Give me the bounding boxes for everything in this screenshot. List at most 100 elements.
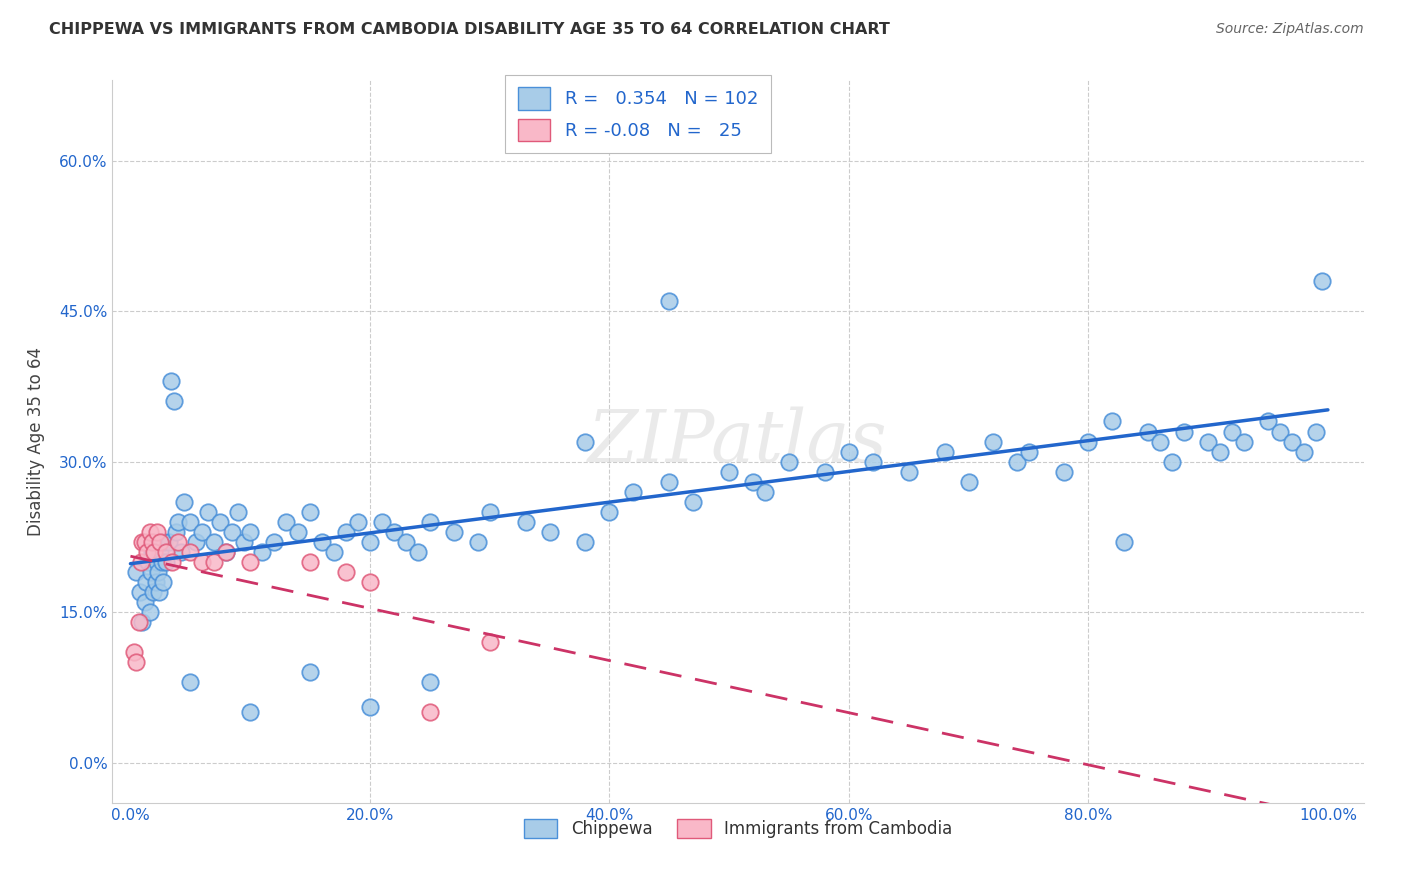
Point — [226, 505, 249, 519]
Point — [129, 585, 152, 599]
Point — [299, 555, 322, 569]
Point — [129, 555, 152, 569]
Point — [202, 555, 225, 569]
Point — [134, 595, 156, 609]
Point — [515, 515, 537, 529]
Point — [478, 505, 501, 519]
Point — [658, 293, 681, 308]
Point — [682, 494, 704, 508]
Point — [335, 565, 357, 579]
Point — [1137, 425, 1160, 439]
Point — [250, 545, 273, 559]
Point — [1161, 455, 1184, 469]
Point — [1209, 444, 1232, 458]
Point — [128, 615, 150, 630]
Point — [179, 545, 201, 559]
Point — [134, 534, 156, 549]
Point — [359, 700, 381, 714]
Legend: Chippewa, Immigrants from Cambodia: Chippewa, Immigrants from Cambodia — [517, 813, 959, 845]
Point — [162, 555, 184, 569]
Point — [1149, 434, 1171, 449]
Point — [718, 465, 741, 479]
Point — [981, 434, 1004, 449]
Point — [478, 635, 501, 649]
Point — [145, 575, 167, 590]
Point — [574, 534, 596, 549]
Point — [138, 555, 160, 569]
Point — [239, 524, 262, 539]
Point — [1220, 425, 1243, 439]
Point — [165, 524, 187, 539]
Point — [1257, 414, 1279, 429]
Point — [598, 505, 620, 519]
Point — [1173, 425, 1195, 439]
Point — [1018, 444, 1040, 458]
Point — [742, 475, 765, 489]
Point — [191, 524, 214, 539]
Point — [186, 534, 208, 549]
Y-axis label: Disability Age 35 to 64: Disability Age 35 to 64 — [27, 347, 45, 536]
Point — [1310, 274, 1333, 288]
Point — [1101, 414, 1123, 429]
Point — [323, 545, 346, 559]
Point — [146, 555, 169, 569]
Point — [155, 545, 177, 559]
Point — [179, 675, 201, 690]
Point — [160, 375, 183, 389]
Point — [143, 545, 166, 559]
Point — [419, 675, 441, 690]
Point — [1233, 434, 1256, 449]
Point — [838, 444, 860, 458]
Point — [359, 575, 381, 590]
Point — [263, 534, 285, 549]
Point — [170, 545, 193, 559]
Point — [141, 545, 163, 559]
Point — [778, 455, 800, 469]
Point — [382, 524, 405, 539]
Point — [443, 524, 465, 539]
Point — [131, 534, 153, 549]
Point — [209, 515, 232, 529]
Point — [141, 534, 163, 549]
Point — [538, 524, 561, 539]
Point — [233, 534, 256, 549]
Point — [1197, 434, 1219, 449]
Point — [359, 534, 381, 549]
Point — [202, 534, 225, 549]
Point — [153, 534, 176, 549]
Point — [215, 545, 238, 559]
Point — [347, 515, 370, 529]
Point — [167, 534, 190, 549]
Point — [395, 534, 418, 549]
Point — [155, 555, 177, 569]
Point — [162, 394, 184, 409]
Text: Source: ZipAtlas.com: Source: ZipAtlas.com — [1216, 22, 1364, 37]
Point — [957, 475, 980, 489]
Point — [191, 555, 214, 569]
Point — [299, 505, 322, 519]
Point — [419, 515, 441, 529]
Point — [221, 524, 243, 539]
Point — [149, 545, 172, 559]
Point — [239, 706, 262, 720]
Point — [215, 545, 238, 559]
Point — [1268, 425, 1291, 439]
Point — [149, 534, 172, 549]
Point — [138, 605, 160, 619]
Point — [135, 575, 157, 590]
Point — [138, 524, 160, 539]
Point — [897, 465, 920, 479]
Point — [724, 133, 747, 147]
Point — [1053, 465, 1076, 479]
Point — [139, 565, 162, 579]
Point — [658, 475, 681, 489]
Point — [148, 585, 170, 599]
Text: ZIPatlas: ZIPatlas — [588, 406, 889, 477]
Point — [146, 524, 169, 539]
Point — [197, 505, 219, 519]
Point — [152, 575, 174, 590]
Point — [287, 524, 309, 539]
Point — [754, 484, 776, 499]
Point — [122, 645, 145, 659]
Point — [335, 524, 357, 539]
